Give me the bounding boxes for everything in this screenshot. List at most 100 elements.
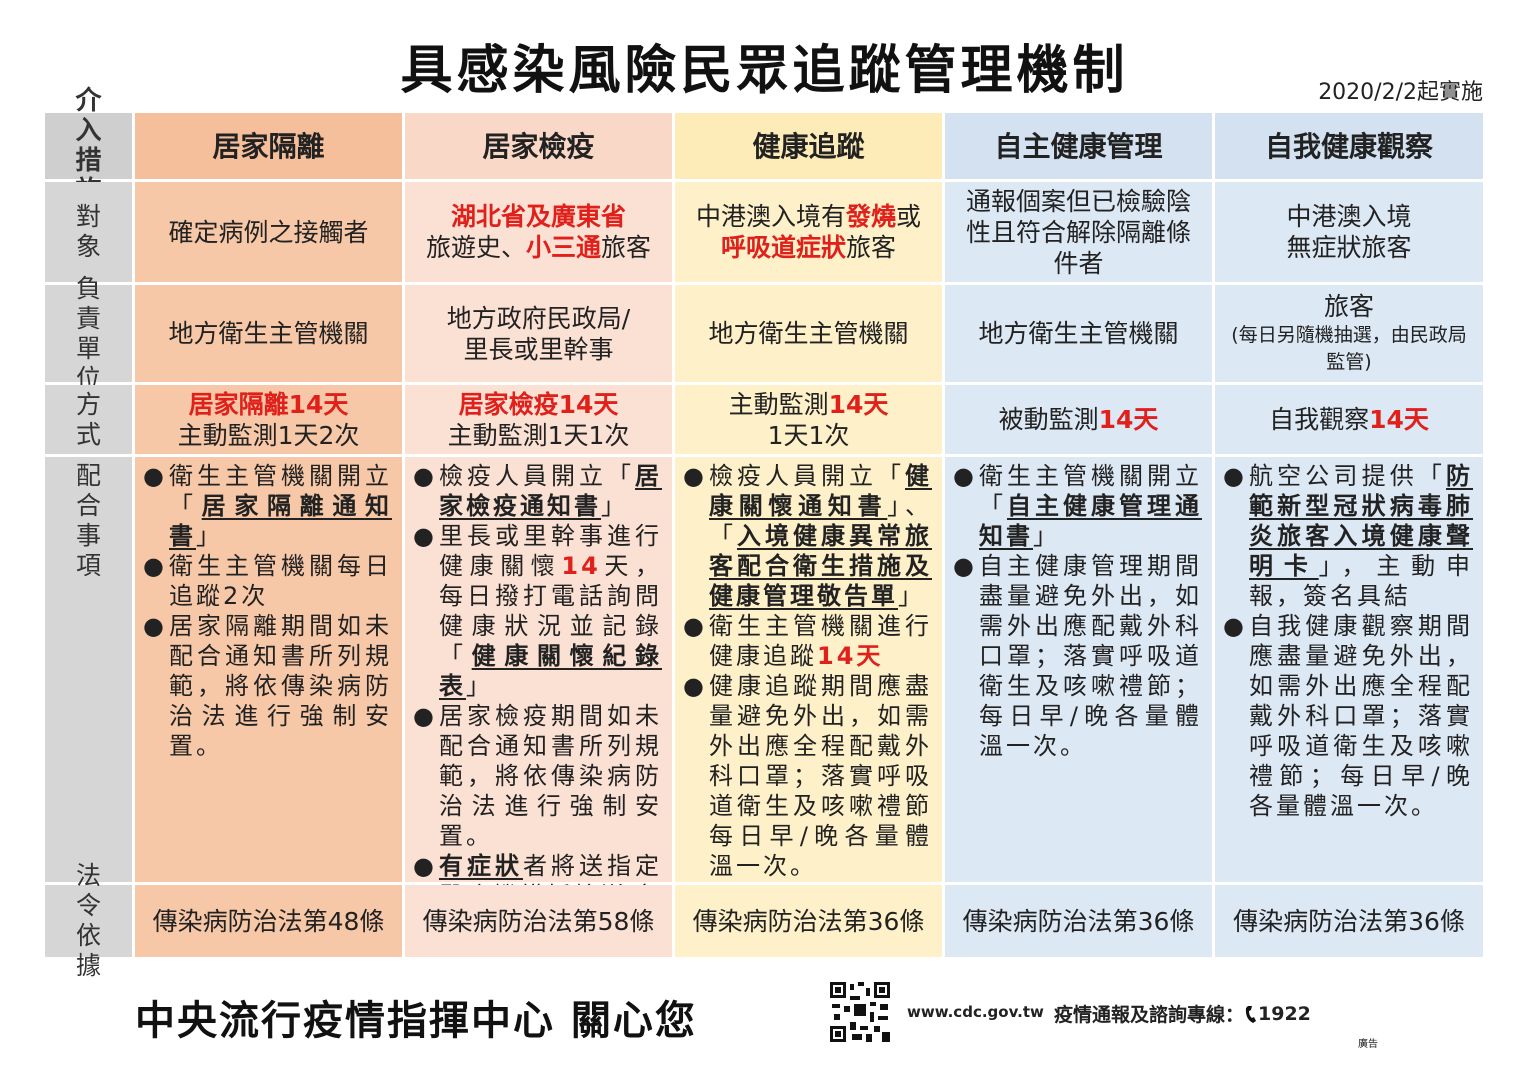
qr-code bbox=[830, 982, 890, 1042]
cell: 傳染病防治法第48條 bbox=[135, 885, 402, 957]
url: www.cdc.gov.tw bbox=[907, 1003, 1044, 1021]
cell: 自我觀察14天 bbox=[1215, 385, 1483, 454]
text-run: 旅客 bbox=[601, 233, 652, 262]
text-run: 航空公司提供「 bbox=[1249, 462, 1446, 490]
text-run: 呼吸道症狀 bbox=[720, 233, 846, 262]
cell: 傳染病防治法第58條 bbox=[405, 885, 672, 957]
text-run: 14天 bbox=[1369, 405, 1429, 434]
cell-line: 傳染病防治法第36條 bbox=[693, 906, 925, 937]
bullet-item: 居家檢疫期間如未配合通知書所列規範，將依傳染病防治法進行強制安置。 bbox=[413, 701, 662, 851]
cell-line: 自我觀察14天 bbox=[1269, 404, 1429, 435]
cell-line: 居家隔離14天 bbox=[189, 389, 349, 420]
text-run: 中港澳入境 bbox=[1286, 202, 1412, 231]
text-run: 自我健康觀察期間應盡量避免外出，如需外出應全程配戴外科口罩；落實呼吸道衛生及咳嗽… bbox=[1249, 612, 1473, 820]
text-run: 」 bbox=[196, 522, 223, 550]
cell-line: 中港澳入境有發燒或 bbox=[696, 201, 921, 232]
cell: 地方衛生主管機關 bbox=[945, 285, 1212, 382]
text-run: 」 bbox=[601, 492, 628, 520]
cell: 地方政府民政局/里長或里幹事 bbox=[405, 285, 672, 382]
cell-line: 居家檢疫14天 bbox=[459, 389, 619, 420]
text-run: 衛生主管機關每日追蹤2次 bbox=[169, 552, 392, 610]
cell-line: 地方衛生主管機關 bbox=[168, 318, 368, 349]
text-run: 旅客 bbox=[846, 233, 897, 262]
text-run: 14天 bbox=[1098, 405, 1159, 434]
title: 具感染風險民眾追蹤管理機制 bbox=[400, 41, 1129, 101]
cell-line: 1天1次 bbox=[768, 420, 850, 451]
text-run: 地方政府民政局/ bbox=[446, 303, 631, 333]
cell-line: 傳染病防治法第36條 bbox=[963, 906, 1195, 937]
cell: 中港澳入境有發燒或 呼吸道症狀旅客 bbox=[675, 182, 942, 282]
text-run: 居家檢疫14天 bbox=[458, 389, 619, 419]
cell: 湖北省及廣東省 旅遊史、小三通旅客 bbox=[405, 182, 672, 282]
bullet-item: 居家隔離期間如未配合通知書所列規範，將依傳染病防治法進行強制安置。 bbox=[143, 611, 392, 761]
cell: 傳染病防治法第36條 bbox=[675, 885, 942, 957]
cell-line: 被動監測14天 bbox=[999, 404, 1159, 435]
bullet-item: 健康追蹤期間應盡量避免外出，如需外出應全程配戴外科口罩；落實呼吸道衛生及咳嗽禮節… bbox=[683, 671, 932, 881]
cell: 地方衛生主管機關 bbox=[675, 285, 942, 382]
hotline-number: 1922 bbox=[1258, 1002, 1311, 1025]
bullet-item: 衛生主管機關每日追蹤2次 bbox=[143, 551, 392, 611]
bullet-item: 檢疫人員開立「居家檢疫通知書」 bbox=[413, 461, 662, 521]
column-header: 居家隔離 bbox=[135, 113, 402, 179]
corner-header: 介入措施 bbox=[45, 86, 132, 206]
text-run: 地方衛生主管機關 bbox=[708, 319, 909, 348]
row-label: 法令依據 bbox=[45, 861, 132, 980]
column-header: 居家檢疫 bbox=[405, 113, 672, 179]
text-run: 健康關懷紀錄表 bbox=[439, 642, 663, 700]
text-run: 衛生主管機關進行健康追蹤 bbox=[709, 612, 932, 670]
bullet-item: 檢疫人員開立「健康關懷通知書」、「入境健康異常旅客配合衛生措施及健康管理敬告單」 bbox=[683, 461, 933, 611]
text-run: 居家隔離期間如未配合通知書所列規範，將依傳染病防治法進行強制安置。 bbox=[169, 612, 392, 760]
text-run: 居家檢疫期間如未配合通知書所列規範，將依傳染病防治法進行強制安置。 bbox=[439, 702, 662, 850]
text-run: 衛生主管機關開立「 bbox=[979, 462, 1202, 520]
phone-icon bbox=[1245, 1005, 1257, 1023]
cell-line: (每日另隨機抽選，由民政局監管) bbox=[1227, 322, 1471, 376]
cell-line: 無症狀旅客 bbox=[1286, 232, 1411, 263]
bullet-cell: 檢疫人員開立「健康關懷通知書」、「入境健康異常旅客配合衛生措施及健康管理敬告單」… bbox=[675, 457, 942, 882]
text-run: 傳染病防治法第36條 bbox=[1233, 906, 1465, 936]
text-run: 入境健康異常旅客配合衛生措施及健康管理敬告單 bbox=[709, 522, 932, 610]
ad-note: 廣告 bbox=[1358, 1039, 1378, 1050]
text-run: 」、「 bbox=[709, 492, 933, 550]
text-run: 主動監測1天2次 bbox=[177, 420, 360, 450]
text-run: 有症狀 bbox=[439, 852, 523, 880]
cell: 被動監測14天 bbox=[945, 385, 1212, 454]
text-run: 」 bbox=[1033, 522, 1060, 550]
text-run: 」，主動申報，簽名具結 bbox=[1249, 552, 1474, 610]
bullet-item: 衛生主管機關開立「自主健康管理通知書」 bbox=[953, 461, 1202, 551]
bullet-cell: 衛生主管機關開立「居家隔離通知書」衛生主管機關每日追蹤2次居家隔離期間如未配合通… bbox=[135, 457, 402, 882]
cell-line: 確定病例之接觸者 bbox=[168, 217, 368, 248]
text-run: 14天 bbox=[828, 389, 889, 419]
cell: 主動監測14天 1天1次 bbox=[675, 385, 942, 454]
text-run: 通報個案但已檢驗陰性且符合解除隔離條件者 bbox=[965, 186, 1191, 278]
cell: 居家隔離14天 主動監測1天2次 bbox=[135, 385, 402, 454]
cell-line: 中港澳入境 bbox=[1286, 201, 1411, 232]
cell: 通報個案但已檢驗陰性且符合解除隔離條件者 bbox=[945, 182, 1212, 282]
row-label: 負責單位 bbox=[45, 274, 132, 393]
text-run: 檢疫人員開立「 bbox=[439, 462, 635, 490]
text-run: 或 bbox=[896, 202, 922, 231]
text-run: 地方衛生主管機關 bbox=[978, 319, 1179, 348]
text-run: 發燒 bbox=[845, 202, 896, 231]
column-header: 自主健康管理 bbox=[945, 113, 1212, 179]
text-run: 被動監測 bbox=[998, 405, 1099, 434]
text-run: 1天1次 bbox=[767, 420, 850, 450]
cell-line: 地方政府民政局/ bbox=[447, 303, 630, 334]
text-run: 檢疫人員開立「 bbox=[709, 462, 905, 490]
text-run: 中港澳入境有 bbox=[695, 202, 846, 231]
cell: 居家檢疫14天 主動監測1天1次 bbox=[405, 385, 672, 454]
cell: 地方衛生主管機關 bbox=[135, 285, 402, 382]
cell-line: 呼吸道症狀旅客 bbox=[721, 232, 896, 263]
text-run: 無症狀旅客 bbox=[1286, 233, 1412, 262]
hotline-block: 疫情通報及諮詢專線： 1922 bbox=[1054, 1000, 1311, 1027]
row-label: 配合事項 bbox=[45, 457, 132, 882]
text-run: 健康關懷通知書 bbox=[709, 462, 932, 520]
cell-line: 通報個案但已檢驗陰性且符合解除隔離條件者 bbox=[957, 186, 1200, 279]
text-run: 傳染病防治法第36條 bbox=[962, 906, 1195, 936]
cell-line: 主動監測1天2次 bbox=[178, 420, 360, 451]
bullet-item: 里長或里幹事進行健康關懷14天，每日撥打電話詢問健康狀況並記錄「健康關懷紀錄表」 bbox=[413, 521, 663, 701]
cell-line: 地方衛生主管機關 bbox=[708, 318, 908, 349]
text-run: 自我觀察 bbox=[1269, 405, 1370, 434]
text-run: 」 bbox=[466, 672, 493, 700]
text-run: 湖北省及廣東省 bbox=[450, 202, 626, 231]
